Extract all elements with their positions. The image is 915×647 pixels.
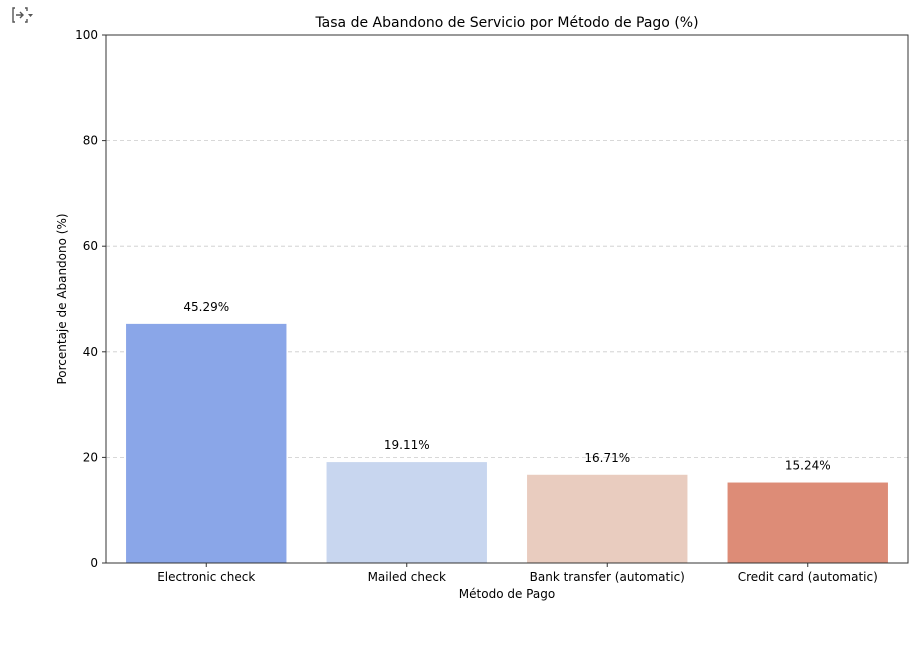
y-tick-label: 60 [83, 239, 98, 253]
x-axis: Electronic check Mailed check Bank transfe… [157, 563, 878, 584]
bar [126, 323, 287, 563]
bar [527, 474, 688, 563]
bar-value-label: 45.29% [183, 300, 229, 314]
plot-frame [105, 34, 909, 564]
y-axis-label: Porcentaje de Abandono (%) [55, 213, 69, 384]
x-tick-label: Mailed check [368, 570, 446, 584]
y-tick-label: 80 [83, 134, 98, 148]
bar-value-label: 15.24% [785, 459, 831, 473]
bar [727, 482, 888, 563]
x-axis-label: Método de Pago [459, 587, 555, 601]
bars: 45.29% 19.11% 16.71% 15.24% [126, 300, 888, 563]
output-icon[interactable] [12, 6, 34, 24]
y-tick-label: 20 [83, 450, 98, 464]
bar-value-label: 19.11% [384, 438, 430, 452]
y-tick-label: 0 [90, 556, 98, 570]
bar [326, 462, 487, 563]
x-tick-label: Bank transfer (automatic) [530, 570, 685, 584]
x-tick-label: Electronic check [157, 570, 255, 584]
chart-title: Tasa de Abandono de Servicio por Método … [314, 15, 698, 31]
y-axis: 0 20 40 60 80 100 [75, 28, 106, 570]
y-tick-label: 40 [83, 345, 98, 359]
x-tick-label: Credit card (automatic) [738, 570, 878, 584]
bar-value-label: 16.71% [584, 451, 630, 465]
y-tick-label: 100 [75, 28, 98, 42]
